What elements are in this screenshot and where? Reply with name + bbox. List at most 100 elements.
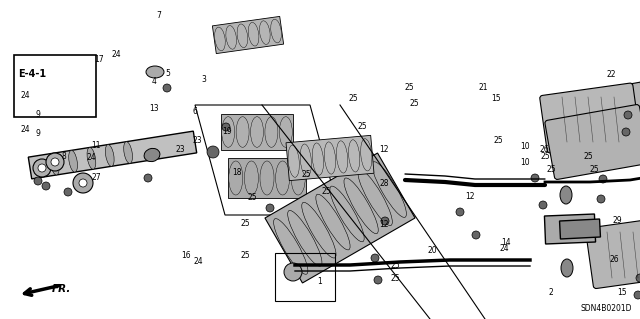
Circle shape <box>73 173 93 193</box>
Ellipse shape <box>237 24 248 48</box>
Circle shape <box>46 153 64 171</box>
Text: FR.: FR. <box>52 284 72 294</box>
Ellipse shape <box>361 139 372 171</box>
Text: 25: 25 <box>540 152 550 161</box>
FancyBboxPatch shape <box>545 105 640 179</box>
Text: 6: 6 <box>193 107 198 116</box>
Text: 26: 26 <box>609 256 620 264</box>
Text: 14: 14 <box>500 238 511 247</box>
Text: 25: 25 <box>404 83 415 92</box>
Text: 21: 21 <box>479 83 488 92</box>
Circle shape <box>284 263 302 281</box>
Ellipse shape <box>214 27 225 51</box>
Text: E-4-1: E-4-1 <box>18 69 46 79</box>
Ellipse shape <box>144 148 160 162</box>
Ellipse shape <box>273 219 308 274</box>
Text: 16: 16 <box>180 251 191 260</box>
Text: 24: 24 <box>193 257 204 266</box>
Ellipse shape <box>68 150 77 172</box>
Text: 25: 25 <box>301 170 311 179</box>
Ellipse shape <box>324 142 335 174</box>
Ellipse shape <box>287 211 322 266</box>
Text: 19: 19 <box>222 127 232 136</box>
Circle shape <box>624 111 632 119</box>
Circle shape <box>222 123 230 131</box>
FancyBboxPatch shape <box>540 83 640 153</box>
Bar <box>228 158 306 198</box>
Circle shape <box>266 204 274 212</box>
Text: 25: 25 <box>547 165 557 174</box>
Ellipse shape <box>358 170 392 226</box>
Ellipse shape <box>276 161 290 195</box>
Ellipse shape <box>330 186 364 242</box>
Ellipse shape <box>259 21 270 44</box>
Text: 28: 28 <box>380 179 388 188</box>
Ellipse shape <box>87 147 96 169</box>
Ellipse shape <box>561 259 573 277</box>
Text: 24: 24 <box>20 91 31 100</box>
Ellipse shape <box>344 178 378 234</box>
Circle shape <box>636 274 640 282</box>
Text: 15: 15 <box>491 94 501 103</box>
Text: 25: 25 <box>241 251 251 260</box>
Ellipse shape <box>248 22 259 46</box>
Text: 12: 12 <box>380 220 388 229</box>
Text: 20: 20 <box>427 246 437 255</box>
Circle shape <box>374 276 382 284</box>
Ellipse shape <box>244 161 259 195</box>
Text: 25: 25 <box>241 219 251 228</box>
Ellipse shape <box>226 26 237 49</box>
Bar <box>28 131 196 179</box>
Ellipse shape <box>288 145 300 177</box>
Circle shape <box>64 188 72 196</box>
Text: 17: 17 <box>94 55 104 63</box>
Text: 24: 24 <box>499 244 509 253</box>
Text: 25: 25 <box>390 261 401 270</box>
Text: 22: 22 <box>607 70 616 78</box>
Circle shape <box>371 254 379 262</box>
Ellipse shape <box>372 162 406 218</box>
Text: 27: 27 <box>91 173 101 182</box>
Ellipse shape <box>228 161 243 195</box>
Text: 12: 12 <box>466 192 475 201</box>
Text: 9: 9 <box>36 130 41 138</box>
Text: 25: 25 <box>321 187 332 196</box>
Ellipse shape <box>337 141 348 173</box>
Ellipse shape <box>106 145 114 166</box>
Circle shape <box>472 231 480 239</box>
Circle shape <box>622 128 630 136</box>
Circle shape <box>207 146 219 158</box>
Text: 18: 18 <box>232 168 241 177</box>
Text: 23: 23 <box>192 137 202 145</box>
Circle shape <box>163 84 171 92</box>
Circle shape <box>599 175 607 183</box>
Bar <box>265 153 415 283</box>
Circle shape <box>296 204 304 212</box>
Text: 9: 9 <box>36 110 41 119</box>
Circle shape <box>144 174 152 182</box>
Ellipse shape <box>301 202 336 258</box>
Text: 13: 13 <box>148 104 159 113</box>
Circle shape <box>597 195 605 203</box>
Ellipse shape <box>250 117 264 147</box>
Text: 25: 25 <box>390 274 401 283</box>
Ellipse shape <box>560 186 572 204</box>
Text: 25: 25 <box>348 94 358 103</box>
Ellipse shape <box>316 194 350 250</box>
Text: 25: 25 <box>247 193 257 202</box>
Ellipse shape <box>312 143 324 175</box>
Text: 29: 29 <box>612 216 623 225</box>
Text: 24: 24 <box>86 153 96 162</box>
Text: 5: 5 <box>165 69 170 78</box>
FancyBboxPatch shape <box>620 69 640 145</box>
Bar <box>14 55 96 117</box>
Circle shape <box>33 159 51 177</box>
Bar <box>559 219 600 239</box>
Ellipse shape <box>124 142 132 163</box>
Ellipse shape <box>271 19 282 43</box>
Circle shape <box>634 291 640 299</box>
Text: 11: 11 <box>92 141 100 150</box>
Ellipse shape <box>300 144 312 176</box>
Text: 26: 26 <box>539 145 549 154</box>
Text: 23: 23 <box>175 145 186 154</box>
